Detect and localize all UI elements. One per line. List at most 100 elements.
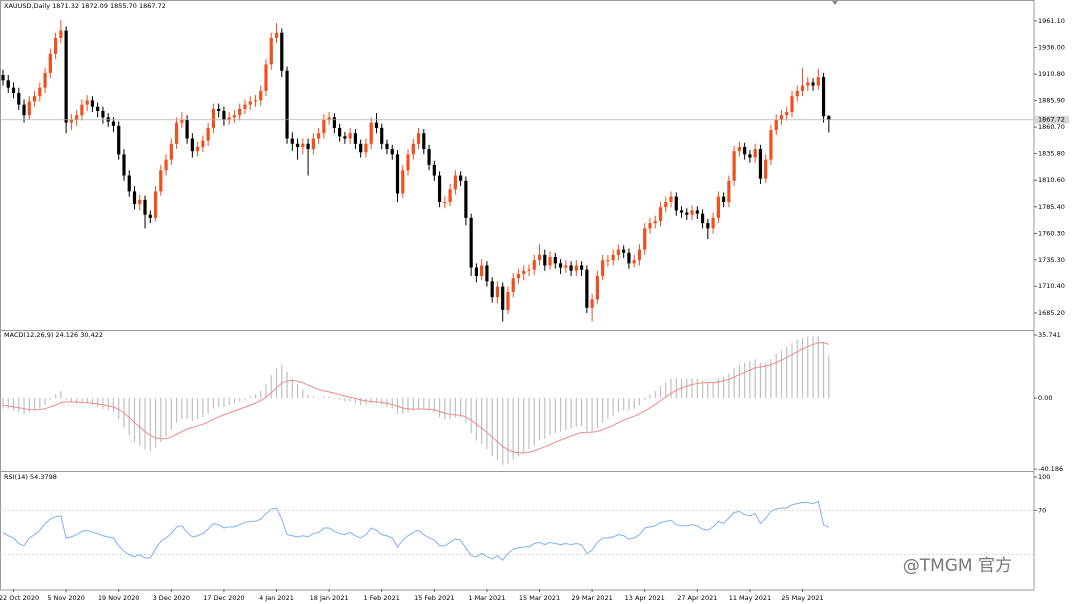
macd-bar bbox=[512, 398, 514, 460]
macd-bar bbox=[623, 398, 625, 411]
candle-body bbox=[395, 154, 400, 194]
macd-bar bbox=[81, 398, 83, 404]
macd-bar bbox=[770, 359, 772, 399]
macd-bar bbox=[360, 398, 362, 406]
candle-body bbox=[332, 117, 336, 128]
macd-bar bbox=[239, 398, 241, 402]
macd-bar bbox=[465, 398, 467, 423]
macd-bar bbox=[318, 398, 320, 399]
y-tick-label: 1910.80 bbox=[1038, 70, 1065, 78]
macd-bar bbox=[481, 398, 483, 444]
x-tick-label: 15 Feb 2021 bbox=[414, 594, 454, 602]
macd-bar bbox=[759, 362, 762, 399]
candle-body bbox=[464, 180, 468, 218]
macd-bar bbox=[23, 398, 25, 414]
macd-bar bbox=[828, 355, 830, 399]
macd-bar bbox=[602, 398, 604, 423]
macd-bar bbox=[402, 398, 404, 414]
y-tick-label: 1710.40 bbox=[1038, 282, 1065, 290]
current-price-box bbox=[1035, 115, 1069, 124]
candle-body bbox=[238, 108, 242, 116]
candle-body bbox=[811, 82, 815, 86]
macd-bar bbox=[97, 398, 99, 407]
candle-body bbox=[380, 127, 384, 144]
macd-bar bbox=[349, 398, 351, 402]
y-tick-label: 1961.10 bbox=[1038, 17, 1065, 25]
y-tick-label: 1860.70 bbox=[1038, 123, 1065, 131]
candle-body bbox=[243, 104, 247, 109]
candle-body bbox=[127, 175, 131, 192]
candle-body bbox=[185, 119, 189, 139]
macd-bar bbox=[254, 394, 257, 399]
candle-body bbox=[527, 269, 531, 271]
macd-bar bbox=[260, 391, 262, 399]
candle-body bbox=[159, 170, 163, 192]
macd-bar bbox=[454, 398, 456, 418]
macd-bar bbox=[438, 398, 441, 418]
candle-body bbox=[748, 154, 752, 158]
macd-bar bbox=[749, 361, 751, 399]
x-tick-label: 25 May 2021 bbox=[781, 594, 823, 602]
macd-bar bbox=[65, 398, 67, 400]
macd-bar bbox=[118, 398, 120, 420]
candle-body bbox=[495, 286, 500, 298]
y-tick-label: 1885.90 bbox=[1038, 97, 1065, 105]
candle-body bbox=[306, 143, 310, 150]
candle-body bbox=[737, 146, 741, 152]
candle-body bbox=[774, 119, 778, 131]
x-tick-label: 18 Jan 2021 bbox=[310, 594, 349, 602]
candle-body bbox=[90, 100, 95, 107]
candle-body bbox=[96, 106, 100, 111]
macd-bar bbox=[302, 389, 304, 399]
candle-body bbox=[301, 143, 305, 147]
candle-body bbox=[564, 265, 568, 268]
y-tick-label: 70 bbox=[1038, 506, 1046, 514]
candle-body bbox=[674, 196, 678, 211]
candle-body bbox=[732, 151, 736, 181]
macd-bar bbox=[370, 398, 372, 404]
candle-body bbox=[501, 286, 505, 310]
macd-bar bbox=[175, 398, 178, 423]
macd-bar bbox=[686, 378, 688, 399]
macd-bar bbox=[2, 398, 4, 409]
x-tick-label: 27 Apr 2021 bbox=[677, 594, 717, 602]
candle-body bbox=[580, 265, 584, 270]
macd-bar bbox=[544, 398, 546, 439]
macd-bar bbox=[275, 368, 278, 399]
candle-body bbox=[548, 256, 552, 266]
candle-body bbox=[695, 210, 699, 214]
macd-bar bbox=[565, 398, 567, 430]
macd-bar bbox=[460, 398, 462, 418]
y-tick-label: 1760.30 bbox=[1038, 229, 1065, 237]
x-tick-label: 3 Dec 2020 bbox=[153, 594, 190, 602]
macd-bar bbox=[502, 398, 504, 466]
macd-bar bbox=[228, 398, 230, 406]
macd-bar bbox=[796, 339, 798, 399]
macd-bar bbox=[244, 398, 246, 400]
macd-bar bbox=[822, 341, 825, 399]
macd-bar bbox=[744, 362, 746, 399]
candle-body bbox=[664, 201, 668, 208]
candle-body bbox=[232, 115, 237, 118]
candle-body bbox=[637, 249, 642, 261]
current-price-label: 1867.72 bbox=[1038, 116, 1065, 124]
macd-bar bbox=[33, 398, 36, 411]
macd-bar bbox=[554, 398, 556, 434]
candle-body bbox=[80, 104, 84, 116]
macd-bar bbox=[617, 398, 620, 413]
candle-body bbox=[43, 72, 47, 88]
candle-body bbox=[590, 299, 594, 308]
candle-body bbox=[390, 149, 394, 155]
candle-body bbox=[516, 273, 521, 279]
watermark: @TMGM 官方 bbox=[903, 556, 1012, 576]
candle-body bbox=[401, 170, 405, 194]
candle-body bbox=[795, 90, 799, 97]
macd-bar bbox=[433, 398, 435, 413]
candle-body bbox=[574, 265, 578, 271]
macd-bar bbox=[312, 396, 314, 399]
macd-bar bbox=[581, 398, 583, 427]
candle-body bbox=[317, 133, 321, 139]
macd-bar bbox=[696, 378, 698, 399]
macd-bar bbox=[586, 398, 588, 432]
candle-body bbox=[727, 180, 731, 202]
